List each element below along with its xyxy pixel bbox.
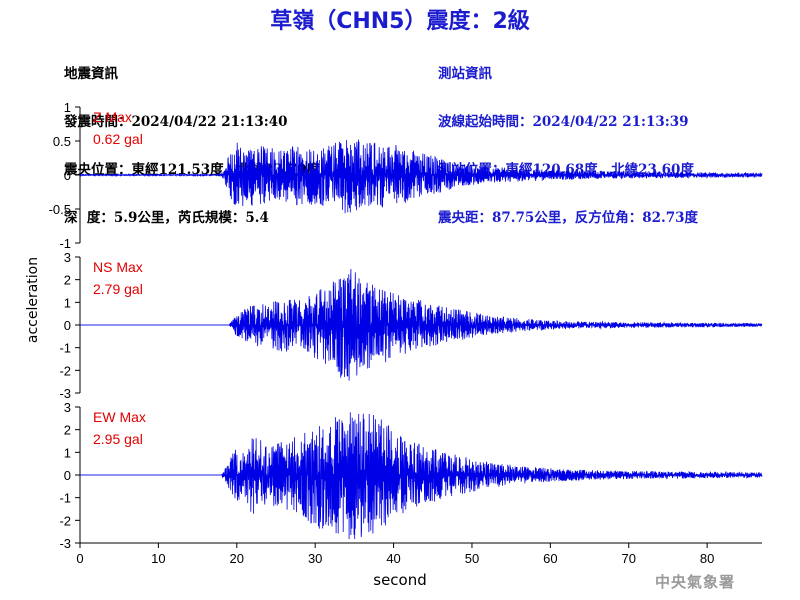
x-tick-label: 10 (151, 551, 165, 566)
y-tick-label: 2 (64, 423, 71, 438)
agency-logo-text: 中央氣象署 (655, 573, 736, 591)
channel-max-label: 2.95 gal (93, 431, 143, 447)
quake-depth-line: 深 度：5.9公里，芮氏規模：5.4 (64, 210, 269, 226)
y-tick-label: -0.5 (49, 202, 71, 217)
y-tick-label: 0 (64, 468, 71, 483)
station-start-line: 波線起始時間：2024/04/22 21:13:39 (438, 114, 689, 130)
y-tick-label: -1 (59, 236, 71, 251)
x-tick-label: 20 (230, 551, 244, 566)
y-tick-label: -1 (59, 341, 71, 356)
y-axis-label: acceleration (25, 256, 41, 344)
channel-max-label: 0.62 gal (93, 131, 143, 147)
y-tick-label: 1 (64, 295, 71, 310)
y-tick-label: -3 (59, 386, 71, 401)
quake-info-heading: 地震資訊 (64, 66, 118, 82)
y-tick-label: 3 (64, 400, 71, 415)
page-title: 草嶺（CHN5）震度：2級 (270, 9, 530, 34)
y-tick-label: -2 (59, 513, 71, 528)
x-axis-label: second (373, 571, 427, 589)
y-tick-label: -1 (59, 491, 71, 506)
y-tick-label: 1 (64, 445, 71, 460)
y-tick-label: 0 (64, 168, 71, 183)
x-tick-label: 0 (76, 551, 83, 566)
y-tick-label: 0 (64, 318, 71, 333)
station-distance-line: 震央距：87.75公里，反方位角：82.73度 (438, 210, 699, 226)
x-tick-label: 50 (465, 551, 479, 566)
x-tick-label: 60 (543, 551, 557, 566)
channel-max-label: 2.79 gal (93, 281, 143, 297)
x-tick-label: 40 (386, 551, 400, 566)
station-info-block: 測站資訊 波線起始時間：2024/04/22 21:13:39 測站位置：東經1… (438, 34, 698, 242)
y-tick-label: 3 (64, 250, 71, 265)
y-tick-label: 0.5 (53, 134, 71, 149)
y-tick-label: 2 (64, 273, 71, 288)
y-tick-label: -3 (59, 536, 71, 551)
waveform-trace (79, 139, 763, 214)
channel-name-label: NS Max (93, 259, 143, 275)
y-tick-label: 1 (64, 100, 71, 115)
quake-info-block: 地震資訊 發震時間：2024/04/22 21:13:40 震央位置：東經121… (64, 34, 320, 242)
x-tick-label: 80 (700, 551, 714, 566)
quake-time-line: 發震時間：2024/04/22 21:13:40 (64, 114, 288, 130)
waveform-trace (80, 412, 763, 540)
x-tick-label: 30 (308, 551, 322, 566)
y-tick-label: -2 (59, 363, 71, 378)
station-info-heading: 測站資訊 (438, 66, 492, 82)
x-tick-label: 70 (622, 551, 636, 566)
channel-name-label: Z Max (93, 109, 132, 125)
channel-name-label: EW Max (93, 409, 146, 425)
